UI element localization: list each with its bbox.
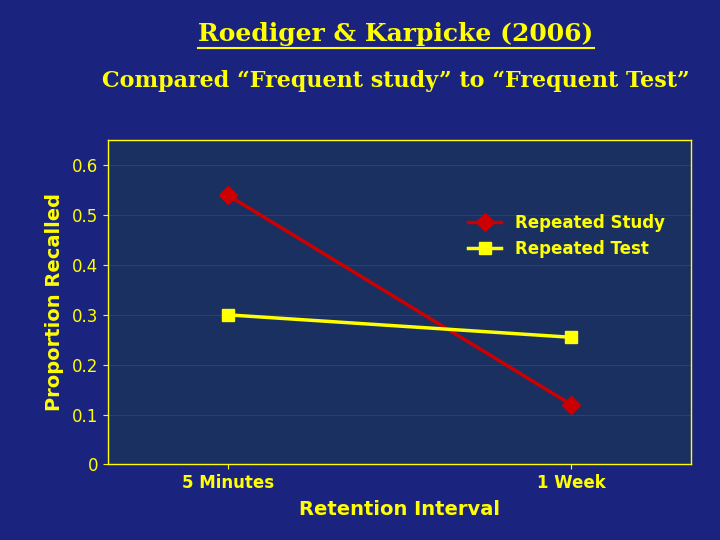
- Repeated Study: [224, 192, 233, 199]
- Text: Roediger & Karpicke (2006): Roediger & Karpicke (2006): [199, 22, 593, 45]
- Repeated Test: [224, 312, 233, 318]
- Text: Compared “Frequent study” to “Frequent Test”: Compared “Frequent study” to “Frequent T…: [102, 70, 690, 92]
- Repeated Test: [567, 334, 575, 341]
- X-axis label: Retention Interval: Retention Interval: [299, 501, 500, 519]
- Legend: Repeated Study, Repeated Test: Repeated Study, Repeated Test: [462, 207, 671, 265]
- Repeated Study: [567, 401, 575, 408]
- Y-axis label: Proportion Recalled: Proportion Recalled: [45, 193, 63, 411]
- Line: Repeated Study: Repeated Study: [222, 189, 577, 411]
- Line: Repeated Test: Repeated Test: [222, 309, 577, 343]
